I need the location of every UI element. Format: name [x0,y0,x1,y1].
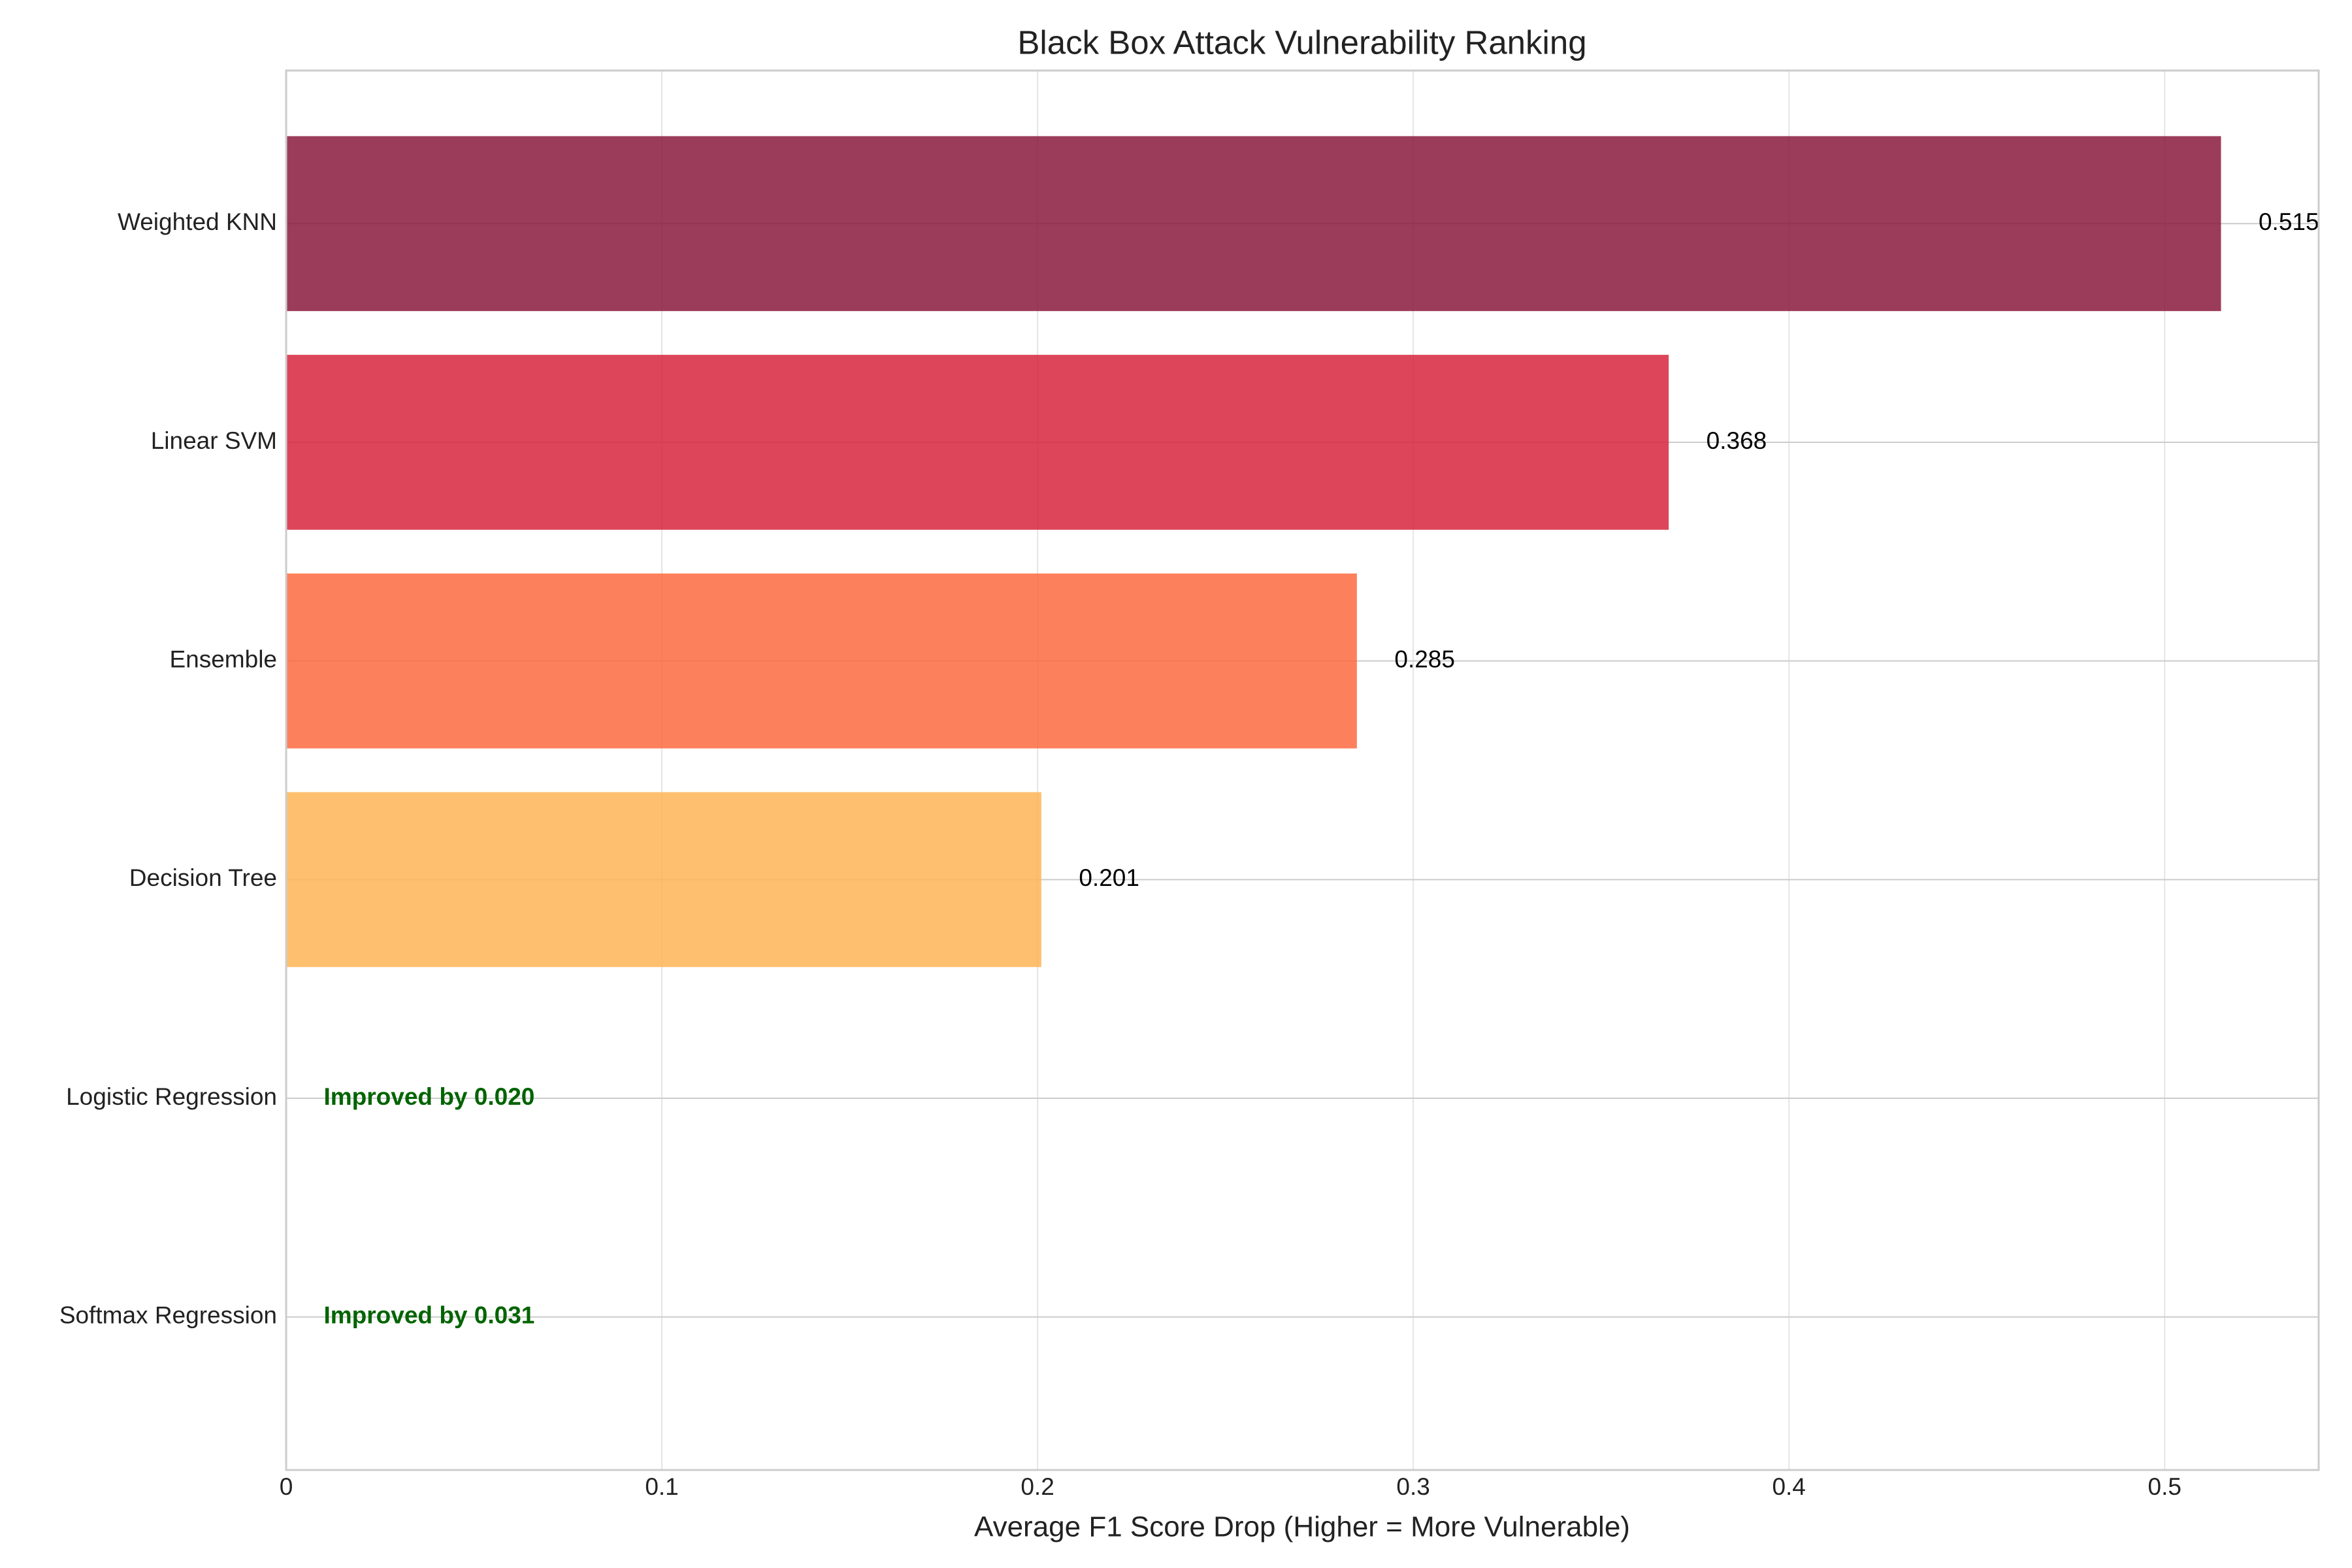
x-axis-label: Average F1 Score Drop (Higher = More Vul… [974,1511,1630,1543]
value-label: Improved by 0.031 [324,1302,535,1329]
x-tick-label: 0 [280,1473,293,1500]
x-tick-label: 0.4 [1772,1473,1805,1500]
chart-title: Black Box Attack Vulnerability Ranking [1017,24,1586,61]
value-label: 0.368 [1707,427,1767,454]
bar [286,573,1357,749]
y-tick-label: Softmax Regression [59,1302,277,1329]
y-tick-label: Decision Tree [129,864,277,891]
x-tick-label: 0.2 [1021,1473,1054,1500]
bar [286,792,1041,968]
x-tick-label: 0.5 [2148,1473,2181,1500]
y-tick-label: Ensemble [169,645,277,672]
y-tick-label: Logistic Regression [66,1083,277,1110]
value-label: Improved by 0.020 [324,1083,535,1110]
bar [286,355,1669,530]
plot-frame [285,69,2320,1471]
value-label: 0.285 [1394,645,1455,672]
bar [286,136,2221,312]
value-label: 0.515 [2259,208,2319,235]
x-tick-label: 0.3 [1396,1473,1429,1500]
y-tick-label: Linear SVM [151,427,277,454]
x-tick-label: 0.1 [645,1473,678,1500]
value-label: 0.201 [1079,864,1139,891]
y-tick-label: Weighted KNN [118,208,277,235]
